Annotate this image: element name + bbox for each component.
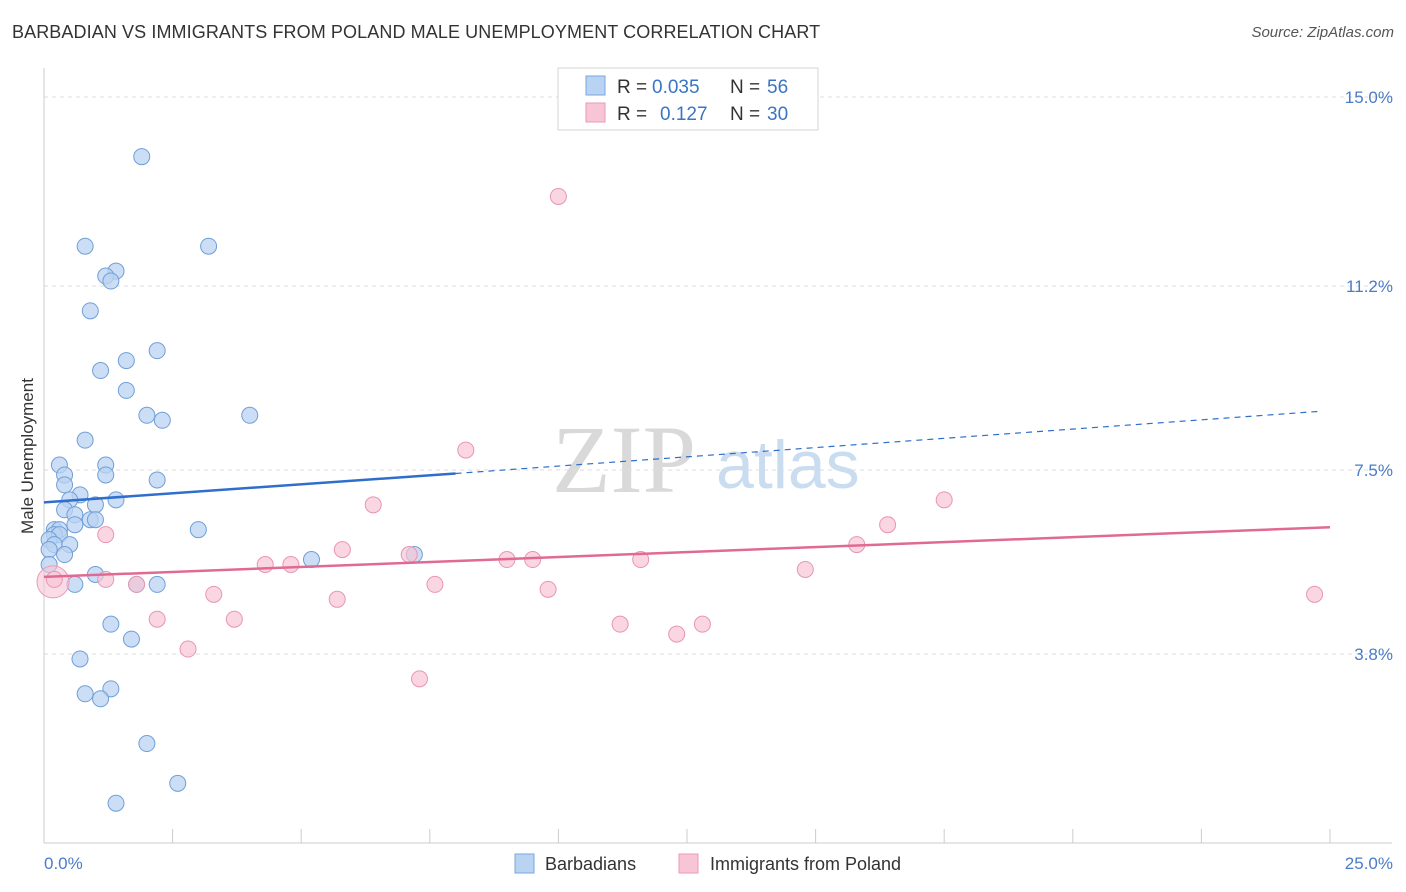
y-tick-labels: 3.8% 7.5% 11.2% 15.0% — [1345, 88, 1393, 664]
gridlines — [44, 96, 1392, 655]
barbadians-point — [76, 431, 94, 449]
chart-title: BARBADIAN VS IMMIGRANTS FROM POLAND MALE… — [12, 22, 821, 42]
barbadians-point — [148, 342, 166, 360]
poland-point — [205, 585, 223, 603]
legend-n-value-pink: 30 — [767, 104, 788, 125]
barbadians-point — [169, 774, 187, 792]
series-poland — [36, 187, 1324, 688]
poland-point — [539, 580, 557, 598]
watermark-atlas: atlas — [716, 427, 860, 503]
barbadians-point — [86, 511, 104, 529]
barbadians-point — [71, 650, 89, 668]
bottom-legend-swatch-blue — [514, 853, 535, 874]
legend-r-value-pink: 0.127 — [660, 104, 708, 125]
barbadians-point — [153, 411, 171, 429]
barbadians-point — [148, 471, 166, 489]
barbadians-point — [76, 237, 94, 255]
poland-point — [611, 615, 629, 633]
bottom-legend: Barbadians Immigrants from Poland — [514, 853, 901, 874]
poland-point — [179, 640, 197, 658]
poland-point — [97, 526, 115, 544]
barbadians-point — [81, 302, 99, 320]
legend-n-label-pink: N = — [730, 104, 760, 125]
barbadians-point — [200, 237, 218, 255]
poland-point — [457, 441, 475, 459]
poland-point — [668, 625, 686, 643]
poland-point — [328, 590, 346, 608]
poland-point — [879, 516, 897, 534]
barbadians-point — [117, 352, 135, 370]
barbadians-point — [92, 362, 110, 380]
poland-point — [1306, 585, 1324, 603]
poland-point — [935, 491, 953, 509]
barbadians-point — [107, 491, 125, 509]
poland-point — [411, 670, 429, 688]
barbadians-point — [56, 476, 74, 494]
barbadians-point — [97, 466, 115, 484]
trend-barbadians-dashed — [455, 410, 1320, 475]
barbadians-point — [102, 680, 120, 698]
legend-swatch-blue — [585, 75, 606, 96]
watermark-zip: ZIP — [552, 406, 696, 513]
poland-point — [128, 575, 146, 593]
barbadians-point — [56, 546, 74, 564]
poland-point — [148, 610, 166, 628]
bottom-legend-barbadians: Barbadians — [545, 854, 636, 874]
poland-point — [632, 551, 650, 569]
x-ticks — [43, 829, 1331, 843]
x-tick-label-max: 25.0% — [1345, 854, 1393, 873]
barbadians-point — [189, 521, 207, 539]
poland-point — [282, 555, 300, 573]
barbadians-point — [148, 575, 166, 593]
barbadians-point — [40, 541, 58, 559]
poland-point — [426, 575, 444, 593]
legend-n-label-blue: N = — [730, 77, 760, 98]
legend-r-label-blue: R = — [617, 77, 647, 98]
poland-point — [333, 541, 351, 559]
poland-point — [364, 496, 382, 514]
y-axis-label: Male Unemployment — [18, 378, 37, 534]
poland-point — [256, 555, 274, 573]
poland-point — [796, 560, 814, 578]
y-tick-label-2: 11.2% — [1346, 277, 1393, 296]
barbadians-point — [107, 794, 125, 812]
barbadians-point — [76, 685, 94, 703]
poland-point — [549, 187, 567, 205]
barbadians-point — [92, 690, 110, 708]
legend-n-value-blue: 56 — [767, 77, 788, 98]
y-tick-label-1: 7.5% — [1354, 461, 1393, 480]
barbadians-point — [122, 630, 140, 648]
barbadians-point — [138, 406, 156, 424]
barbadians-point — [102, 615, 120, 633]
legend-r-label-pink: R = — [617, 104, 647, 125]
barbadians-point — [241, 406, 259, 424]
barbadians-point — [117, 381, 135, 399]
poland-point — [45, 570, 63, 588]
barbadians-point — [138, 735, 156, 753]
legend-box: R = 0.035 N = 56 R = 0.127 N = 30 — [557, 67, 819, 131]
source-label: Source: ZipAtlas.com — [1251, 24, 1394, 41]
barbadians-point — [102, 272, 120, 290]
legend-swatch-pink — [585, 102, 606, 123]
x-tick-label-min: 0.0% — [44, 854, 83, 873]
poland-point — [693, 615, 711, 633]
barbadians-point — [133, 148, 151, 166]
trend-lines — [43, 410, 1331, 579]
trend-barbadians-solid — [43, 472, 456, 504]
bottom-legend-swatch-pink — [678, 853, 699, 874]
y-tick-label-0: 3.8% — [1354, 645, 1393, 664]
legend-r-value-blue: 0.035 — [652, 77, 700, 98]
poland-point — [225, 610, 243, 628]
barbadians-point — [66, 516, 84, 534]
trend-poland — [43, 525, 1331, 579]
poland-point — [400, 546, 418, 564]
y-tick-label-3: 15.0% — [1345, 88, 1393, 107]
poland-point — [524, 551, 542, 569]
bottom-legend-poland: Immigrants from Poland — [710, 854, 901, 874]
